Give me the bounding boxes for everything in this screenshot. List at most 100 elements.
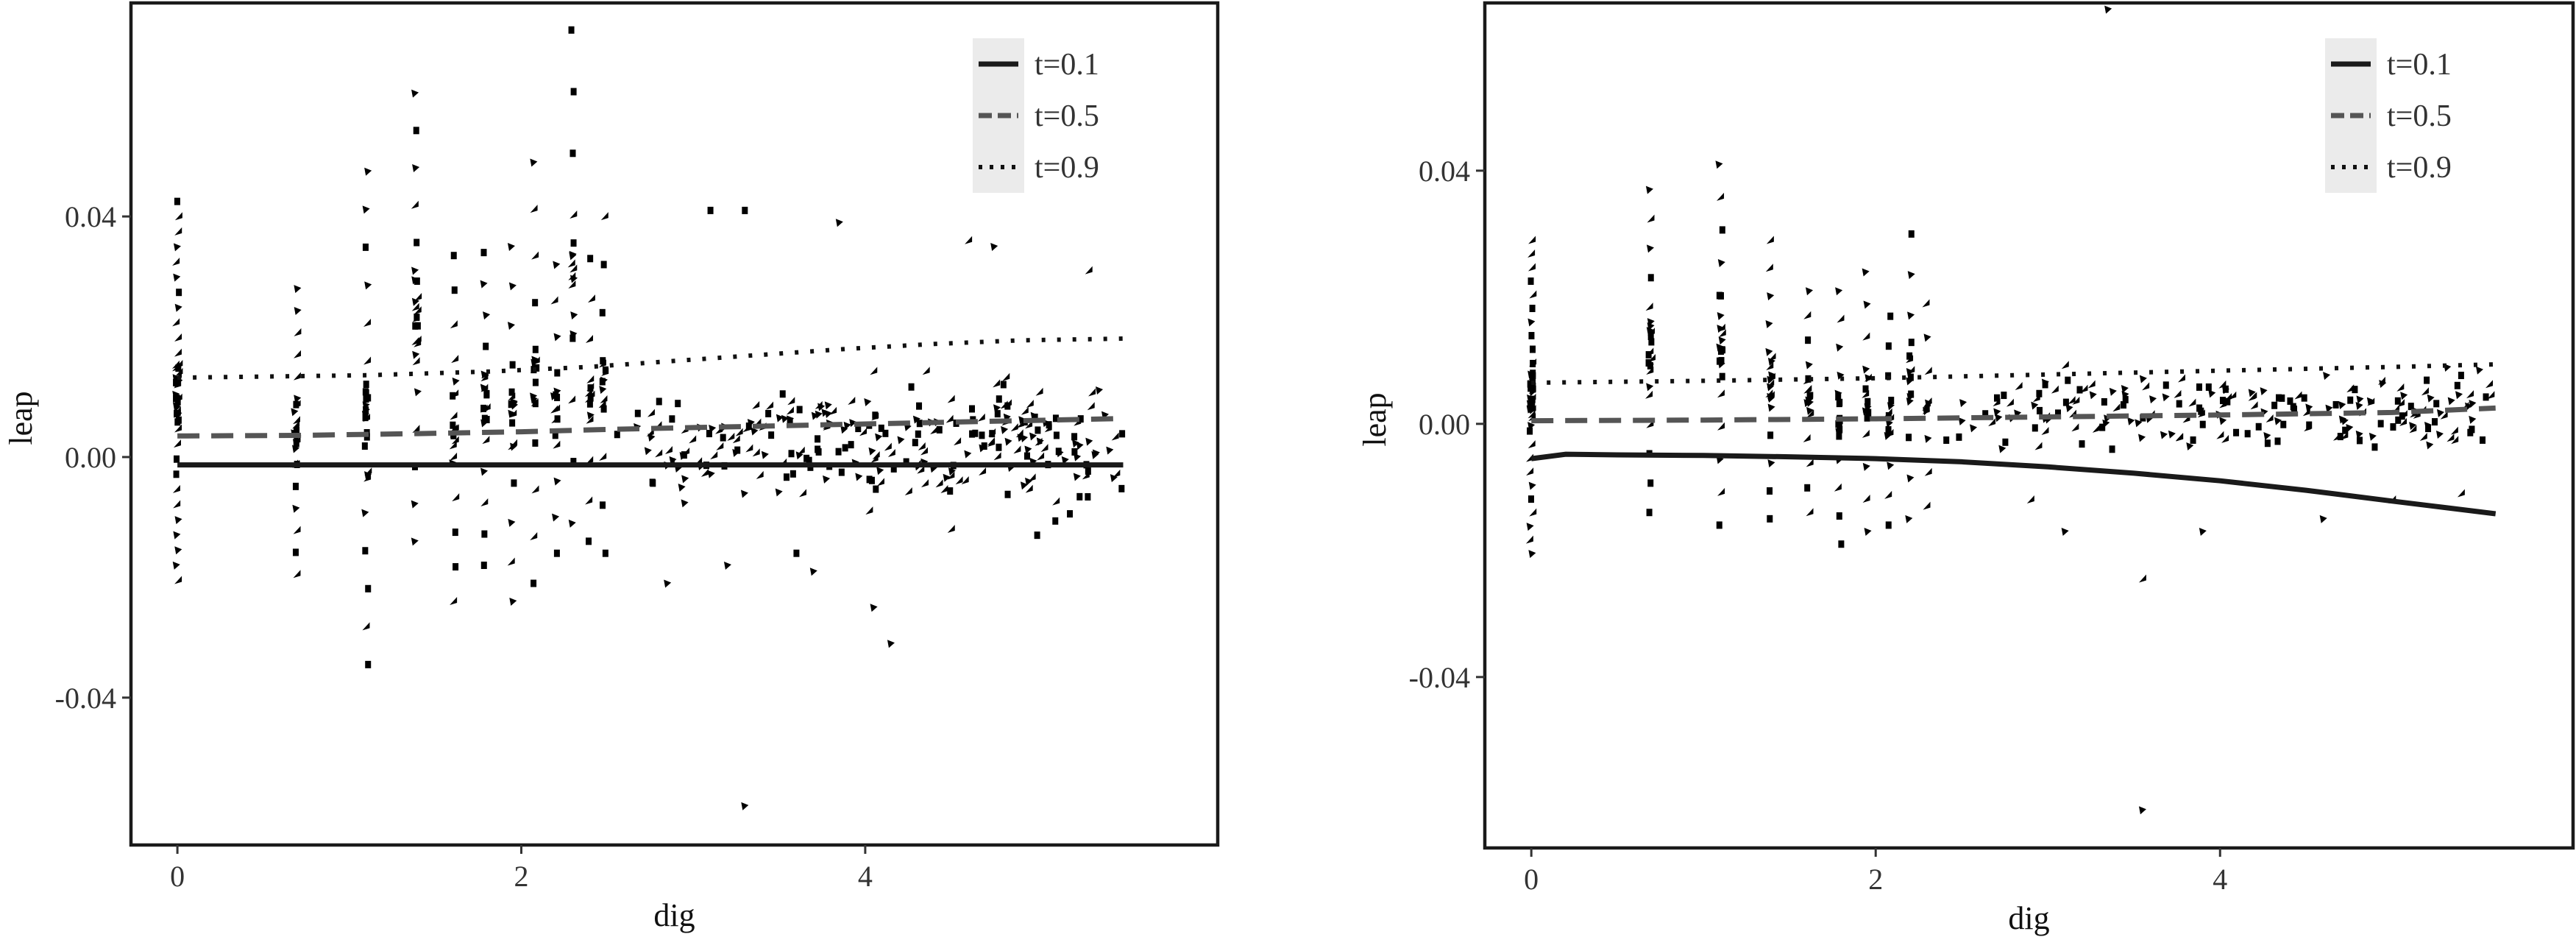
data-point [742, 206, 748, 214]
data-point [865, 506, 873, 515]
data-point [664, 446, 673, 455]
data-point [1527, 277, 1534, 285]
data-point [508, 392, 516, 401]
data-point [553, 477, 561, 486]
data-point [859, 428, 867, 436]
data-point [2485, 380, 2493, 389]
data-point [656, 397, 662, 406]
data-point [2294, 391, 2302, 400]
data-point [1864, 373, 1872, 382]
data-point [849, 419, 857, 428]
legend: t=0.1 t=0.5 t=0.9 [2325, 38, 2452, 193]
data-point [2036, 389, 2043, 397]
data-point [1767, 292, 1775, 301]
data-point [732, 435, 740, 444]
data-point [1838, 540, 1845, 548]
data-point [174, 378, 181, 386]
data-point [1864, 414, 1870, 422]
data-point [509, 419, 516, 427]
data-point [172, 363, 180, 372]
data-point [292, 548, 299, 556]
data-point [1528, 375, 1536, 384]
data-point [1862, 429, 1870, 438]
data-point [450, 421, 456, 429]
data-point [756, 470, 764, 479]
data-point [2409, 422, 2417, 431]
data-point [508, 388, 515, 396]
data-point [482, 436, 490, 445]
data-point [1527, 427, 1533, 435]
data-point [362, 547, 369, 555]
data-point [897, 436, 905, 445]
data-point [751, 427, 759, 436]
data-point [920, 447, 928, 456]
data-point [2332, 400, 2339, 409]
data-point [365, 660, 372, 668]
data-point [1887, 402, 1895, 411]
data-point [1004, 402, 1011, 410]
data-point [752, 448, 760, 457]
data-point [1085, 437, 1093, 446]
data-point [174, 418, 181, 426]
data-point [2274, 417, 2282, 425]
data-point [552, 431, 558, 439]
data-point [2208, 389, 2216, 398]
data-point [2338, 415, 2346, 424]
data-point [1015, 429, 1023, 438]
data-point [483, 311, 491, 320]
legend-label: t=0.9 [2387, 151, 2452, 185]
data-point [803, 454, 810, 462]
data-point [2480, 436, 2486, 444]
data-point [2458, 372, 2464, 380]
data-point [947, 525, 955, 533]
data-point [507, 242, 515, 251]
data-point [1527, 410, 1536, 419]
y-axis-title: leap [1357, 392, 1393, 446]
data-point [587, 255, 594, 263]
data-point [2419, 433, 2427, 442]
data-point [2379, 379, 2387, 388]
data-point [599, 308, 606, 317]
data-point [453, 426, 459, 434]
data-point [414, 322, 421, 330]
data-point [363, 356, 372, 365]
data-point [570, 311, 578, 320]
data-point [587, 294, 595, 303]
data-point [2338, 401, 2346, 410]
data-point [1645, 351, 1652, 359]
data-point [935, 479, 943, 488]
data-point [740, 489, 748, 498]
data-point [1004, 490, 1011, 498]
series-layer [1530, 362, 2497, 517]
data-point [530, 531, 538, 540]
data-point [634, 409, 641, 417]
data-point [1998, 445, 2006, 453]
data-point [961, 476, 969, 485]
data-point [1110, 474, 1118, 483]
data-point [363, 389, 369, 397]
data-point [173, 531, 181, 540]
data-point [1717, 258, 1725, 267]
data-point [1024, 445, 1032, 454]
data-point [2369, 432, 2377, 441]
data-point [864, 398, 872, 407]
data-point [1837, 398, 1843, 406]
data-point [1096, 386, 1104, 395]
data-point [2276, 394, 2282, 402]
data-point [1647, 333, 1654, 341]
data-point [1067, 510, 1074, 518]
data-point [1805, 336, 1812, 344]
data-point [1906, 377, 1914, 386]
data-point [532, 356, 540, 365]
data-point [173, 393, 181, 402]
y-tick-label: -0.04 [55, 682, 116, 715]
data-point [450, 452, 458, 461]
data-point [450, 411, 458, 420]
data-point [412, 314, 420, 322]
data-point [1648, 338, 1655, 346]
data-point [1073, 473, 1081, 481]
data-point [734, 446, 741, 454]
data-point [1923, 501, 1931, 510]
data-point [884, 442, 892, 451]
